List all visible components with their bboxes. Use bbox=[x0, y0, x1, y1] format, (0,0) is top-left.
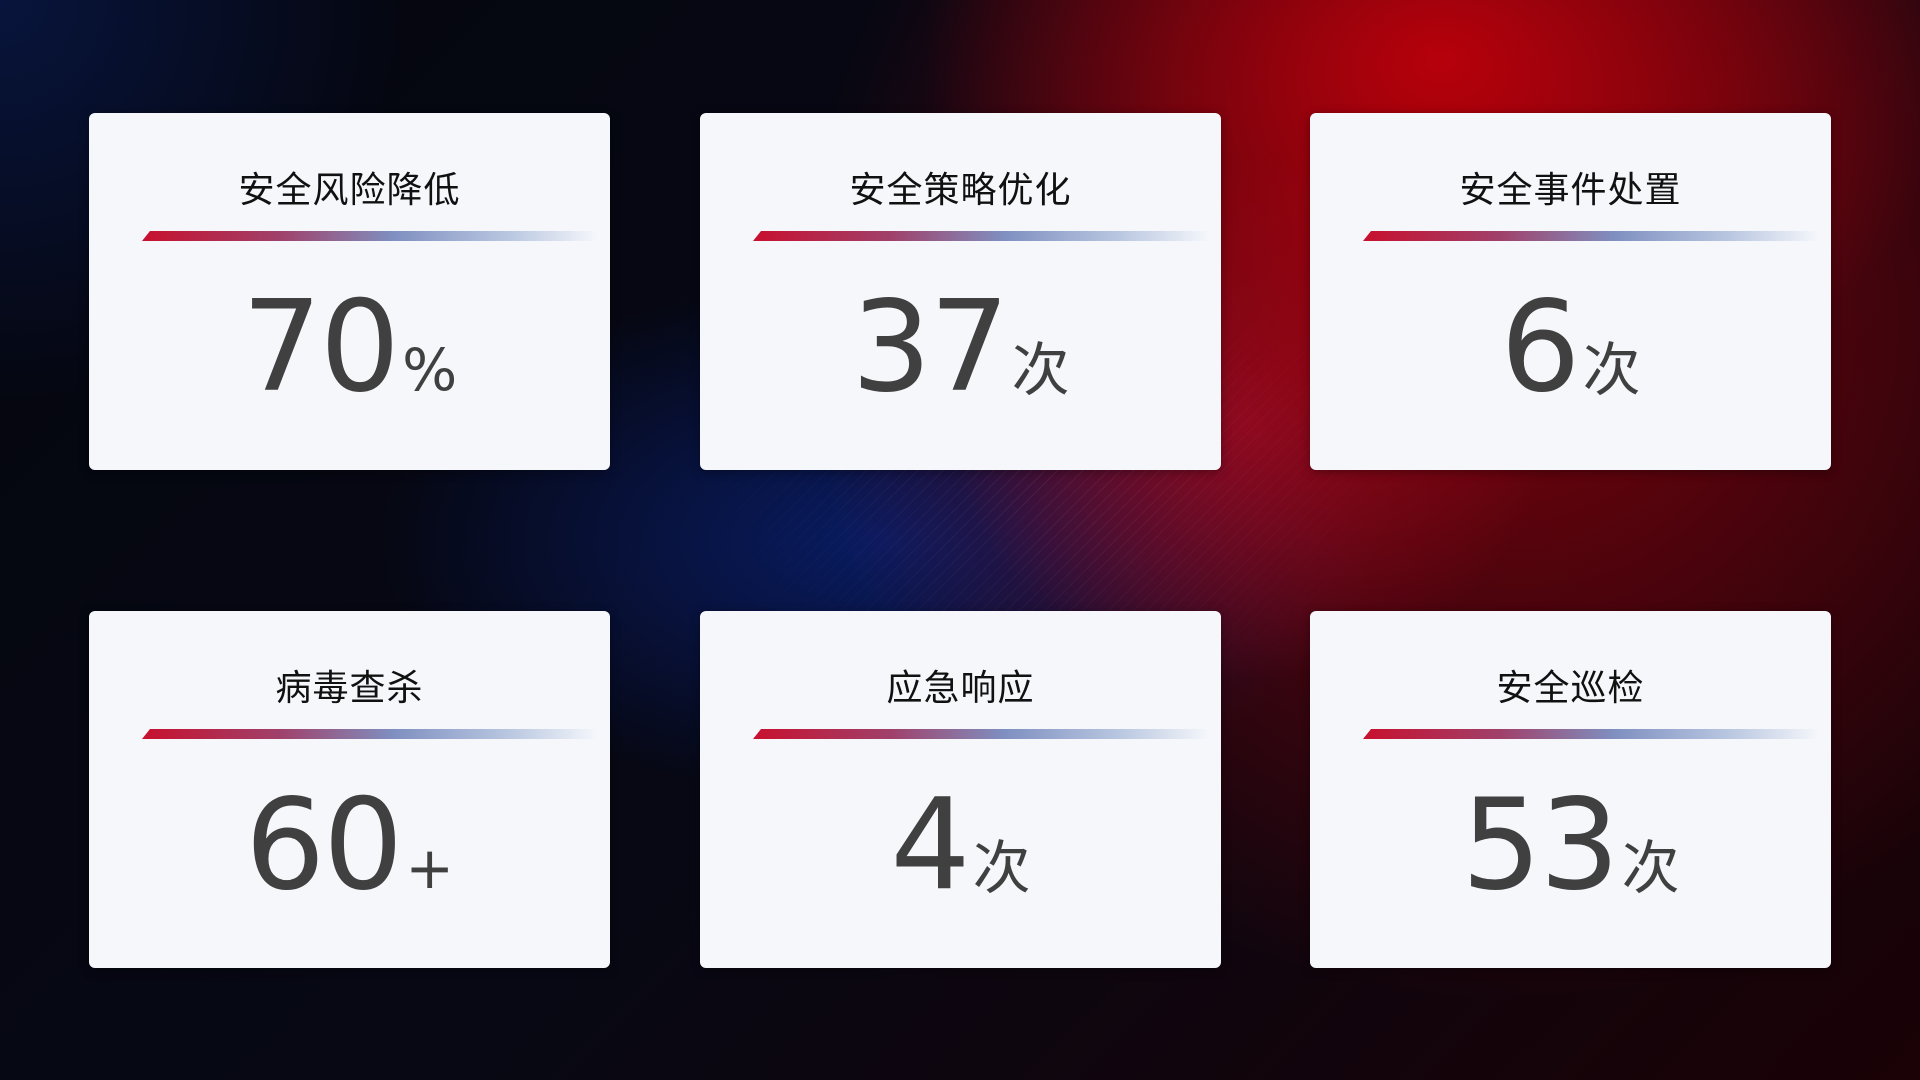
stat-card-policy-optimization: 安全策略优化 37次 bbox=[700, 113, 1221, 470]
stat-card-incident-handling: 安全事件处置 6次 bbox=[1310, 113, 1831, 470]
gradient-divider bbox=[142, 729, 598, 739]
stat-card-security-patrol: 安全巡检 53次 bbox=[1310, 611, 1831, 968]
stat-card-virus-removal: 病毒查杀 60+ bbox=[89, 611, 610, 968]
stat-card-risk-reduction: 安全风险降低 70% bbox=[89, 113, 610, 470]
card-title: 安全风险降低 bbox=[238, 170, 461, 211]
value-unit: 次 bbox=[1621, 834, 1680, 902]
value-number: 6 bbox=[1500, 273, 1580, 420]
card-value: 60+ bbox=[89, 771, 610, 918]
card-title: 安全事件处置 bbox=[1459, 170, 1682, 211]
value-number: 37 bbox=[851, 273, 1009, 420]
card-title: 安全巡检 bbox=[1496, 668, 1645, 709]
card-value: 6次 bbox=[1310, 273, 1831, 420]
card-value: 53次 bbox=[1310, 771, 1831, 918]
gradient-divider bbox=[142, 231, 598, 241]
card-value: 70% bbox=[89, 273, 610, 420]
card-value: 37次 bbox=[700, 273, 1221, 420]
gradient-divider bbox=[1363, 729, 1819, 739]
gradient-divider bbox=[753, 231, 1209, 241]
value-number: 53 bbox=[1461, 771, 1619, 918]
value-unit: % bbox=[402, 336, 458, 404]
value-unit: 次 bbox=[1011, 336, 1070, 404]
value-unit: + bbox=[405, 834, 454, 902]
card-title: 应急响应 bbox=[886, 668, 1035, 709]
card-title: 病毒查杀 bbox=[275, 668, 424, 709]
gradient-divider bbox=[753, 729, 1209, 739]
card-title: 安全策略优化 bbox=[849, 170, 1072, 211]
value-unit: 次 bbox=[1582, 336, 1641, 404]
gradient-divider bbox=[1363, 231, 1819, 241]
value-unit: 次 bbox=[972, 834, 1031, 902]
stat-card-emergency-response: 应急响应 4次 bbox=[700, 611, 1221, 968]
value-number: 4 bbox=[890, 771, 970, 918]
value-number: 60 bbox=[245, 771, 403, 918]
value-number: 70 bbox=[241, 273, 400, 420]
card-value: 4次 bbox=[700, 771, 1221, 918]
